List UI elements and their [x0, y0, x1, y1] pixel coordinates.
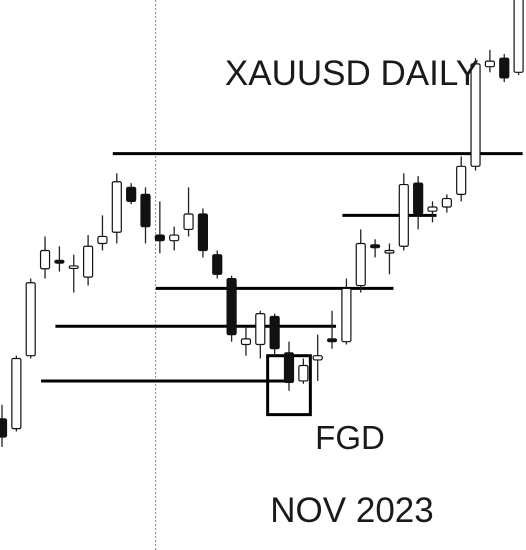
candle [370, 239, 381, 258]
candle [355, 229, 366, 293]
bearish-candle-body [0, 418, 8, 438]
candle [269, 313, 280, 356]
candle [212, 250, 223, 279]
candle [456, 156, 467, 202]
candle [240, 327, 252, 356]
candle [97, 215, 108, 251]
bearish-candle-body [499, 57, 510, 79]
fgd-label: FGD [315, 419, 385, 456]
bearish-candle-body [197, 213, 208, 252]
bullish-candle-body [82, 245, 94, 278]
candle [255, 310, 266, 359]
bearish-candle-body [126, 186, 137, 202]
candle [341, 278, 352, 345]
candle [82, 235, 94, 286]
bullish-candle-body [183, 213, 194, 231]
candle [298, 358, 309, 384]
candle [398, 173, 409, 251]
bearish-candle-body [283, 352, 295, 383]
candle [11, 355, 22, 432]
candle [54, 246, 65, 272]
bullish-candle-body [111, 181, 122, 233]
candle [312, 334, 323, 381]
candle [499, 54, 510, 83]
bearish-candle-body [140, 193, 151, 228]
bullish-candle-body [68, 265, 79, 270]
candle [183, 187, 194, 237]
bullish-candle-body [240, 338, 252, 346]
bullish-candle-body [298, 364, 309, 382]
bullish-candle-body [255, 313, 266, 346]
bullish-candle-body [398, 183, 409, 247]
bearish-candle-body [54, 259, 65, 264]
candles-layer [0, 0, 524, 447]
bullish-candle-body [355, 242, 366, 287]
candle [470, 58, 481, 171]
bullish-candle-body [97, 235, 108, 245]
candle [111, 173, 122, 244]
candle [25, 278, 36, 359]
bullish-candle-body [39, 249, 51, 270]
candle [413, 176, 424, 230]
candle [197, 208, 208, 258]
bullish-candle-body [384, 249, 395, 254]
candle [0, 404, 8, 447]
bearish-candle-body [269, 315, 280, 350]
bullish-candle-body [169, 234, 180, 242]
candle [326, 310, 338, 349]
candle [154, 201, 165, 254]
candle [441, 194, 452, 213]
candle [226, 275, 237, 342]
candle [484, 49, 495, 73]
candle [513, 0, 524, 76]
bullish-candle-body [441, 197, 452, 208]
bullish-candle-body [456, 165, 467, 195]
bullish-candle-body [484, 60, 495, 68]
bullish-candle-body [427, 206, 438, 212]
candle [126, 183, 137, 205]
candle [39, 236, 51, 279]
candle [427, 201, 438, 223]
candle [283, 341, 295, 391]
candle [384, 243, 395, 275]
bullish-candle-body [312, 355, 323, 361]
candle [140, 187, 151, 244]
bearish-candle-body [413, 182, 424, 215]
chart-title: XAUUSD DAILY [225, 54, 479, 93]
candle [68, 254, 79, 293]
bullish-candle-body [25, 282, 36, 357]
bearish-candle-body [212, 254, 223, 275]
bearish-candle-body [226, 277, 237, 336]
bullish-candle-body [470, 63, 481, 167]
period-label: NOV 2023 [270, 491, 433, 530]
bullish-candle-body [513, 0, 524, 73]
bullish-candle-body [341, 287, 352, 343]
levels-layer [41, 152, 523, 383]
bearish-candle-body [326, 338, 338, 343]
bearish-candle-body [154, 234, 165, 242]
bearish-candle-body [370, 244, 381, 249]
candle [169, 226, 180, 251]
bullish-candle-body [11, 357, 22, 430]
